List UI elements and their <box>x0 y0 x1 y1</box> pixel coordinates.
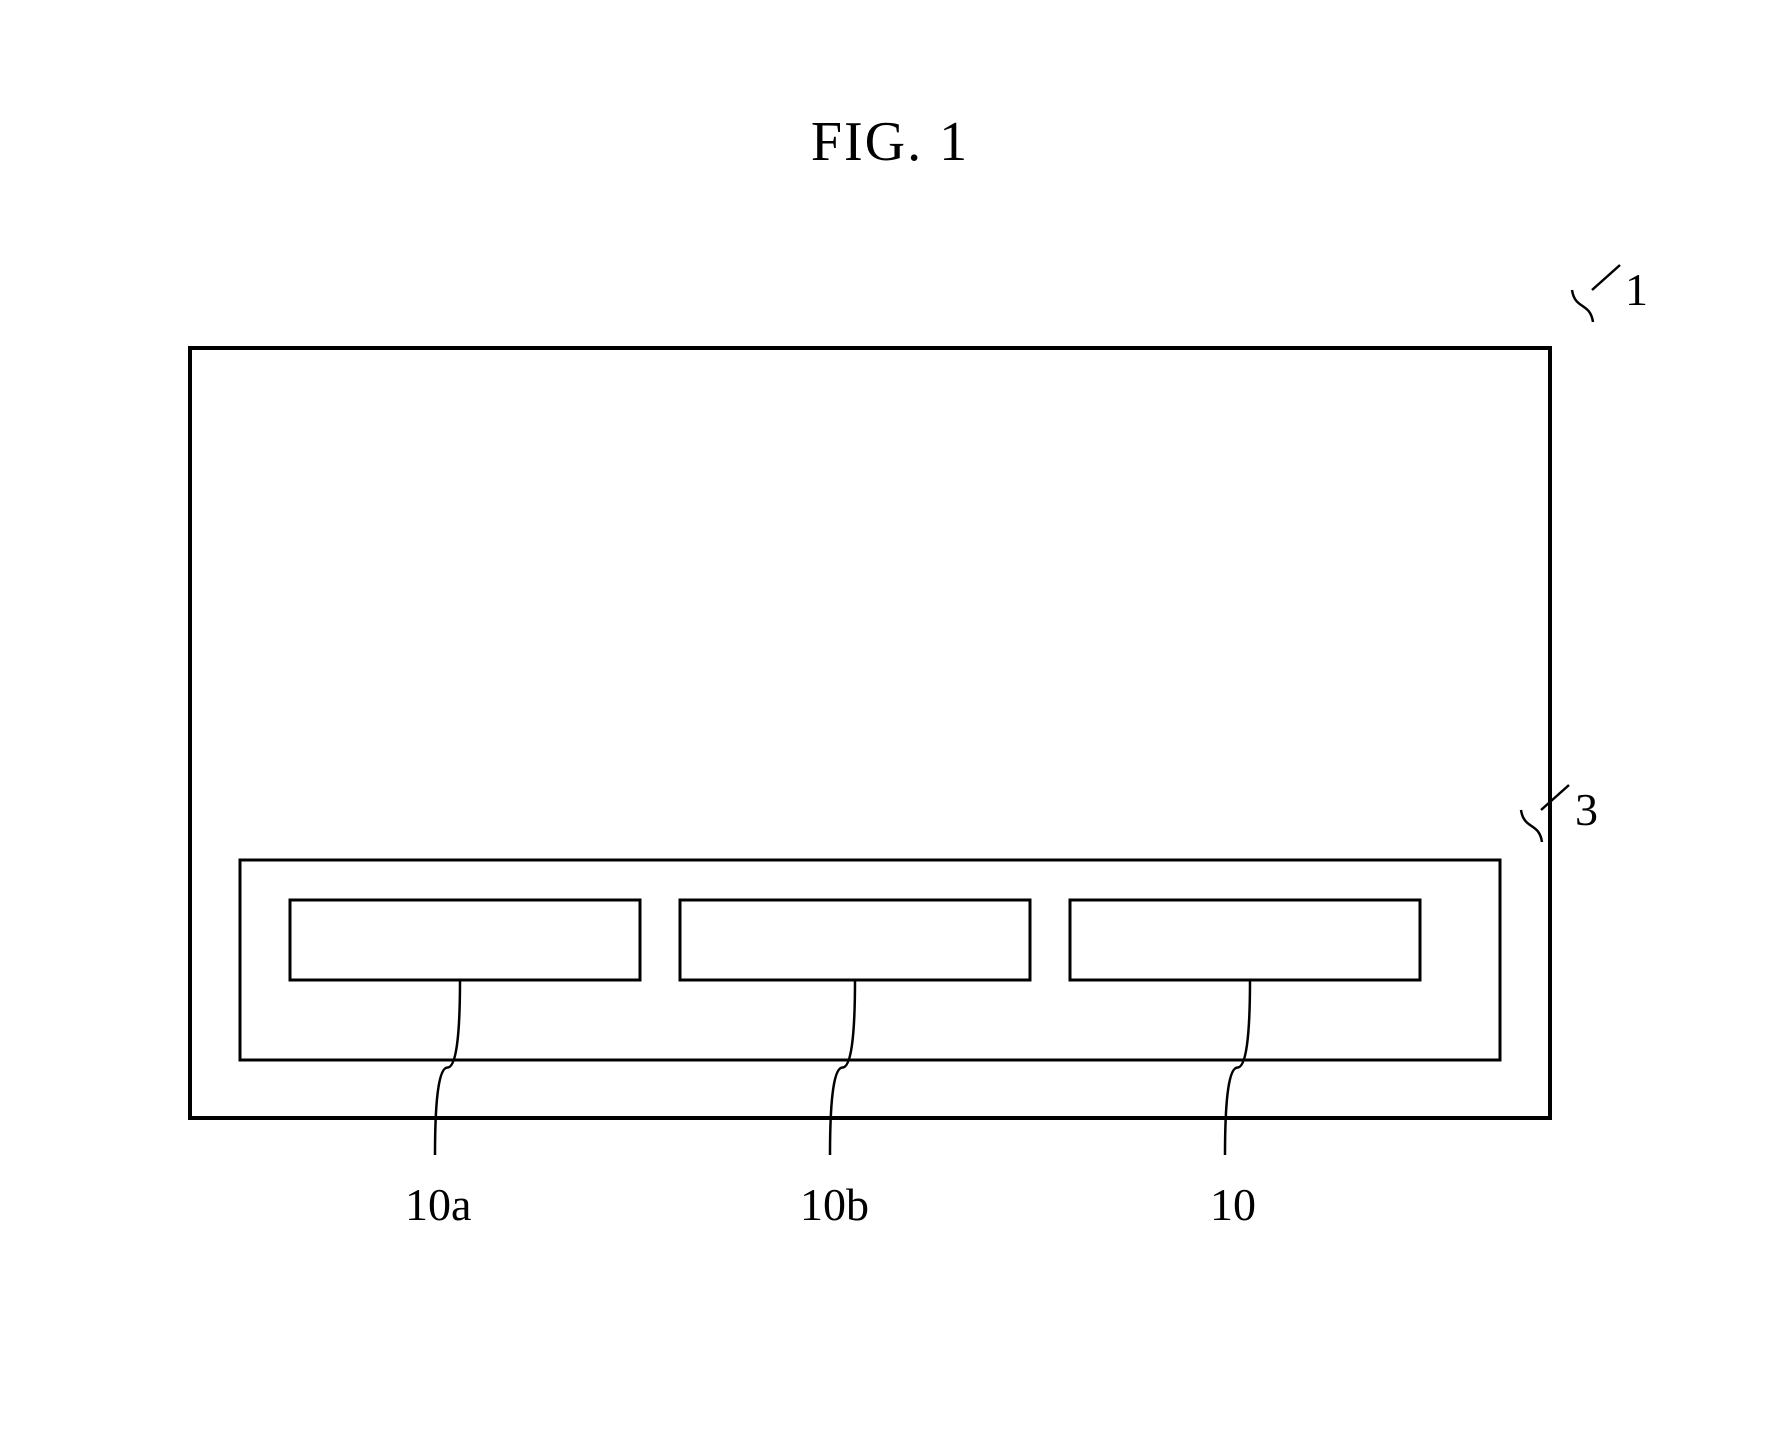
leader-1-squiggle <box>1572 290 1593 322</box>
label-1: 1 <box>1625 264 1648 315</box>
outer-rect <box>190 348 1550 1118</box>
label-10a: 10a <box>405 1179 471 1230</box>
inner-box-10b <box>680 900 1030 980</box>
inner-box-10a <box>290 900 640 980</box>
figure-diagram: 1 3 10a 10b 10 <box>0 0 1780 1440</box>
leader-3-squiggle <box>1521 810 1542 842</box>
leader-10a <box>435 980 460 1155</box>
leader-3-line <box>1541 785 1569 810</box>
label-10b: 10b <box>800 1179 869 1230</box>
inner-container-rect <box>240 860 1500 1060</box>
label-3: 3 <box>1575 784 1598 835</box>
leader-1-line <box>1592 265 1620 290</box>
label-10: 10 <box>1210 1179 1256 1230</box>
leader-10 <box>1225 980 1250 1155</box>
inner-box-10 <box>1070 900 1420 980</box>
leader-10b <box>830 980 855 1155</box>
